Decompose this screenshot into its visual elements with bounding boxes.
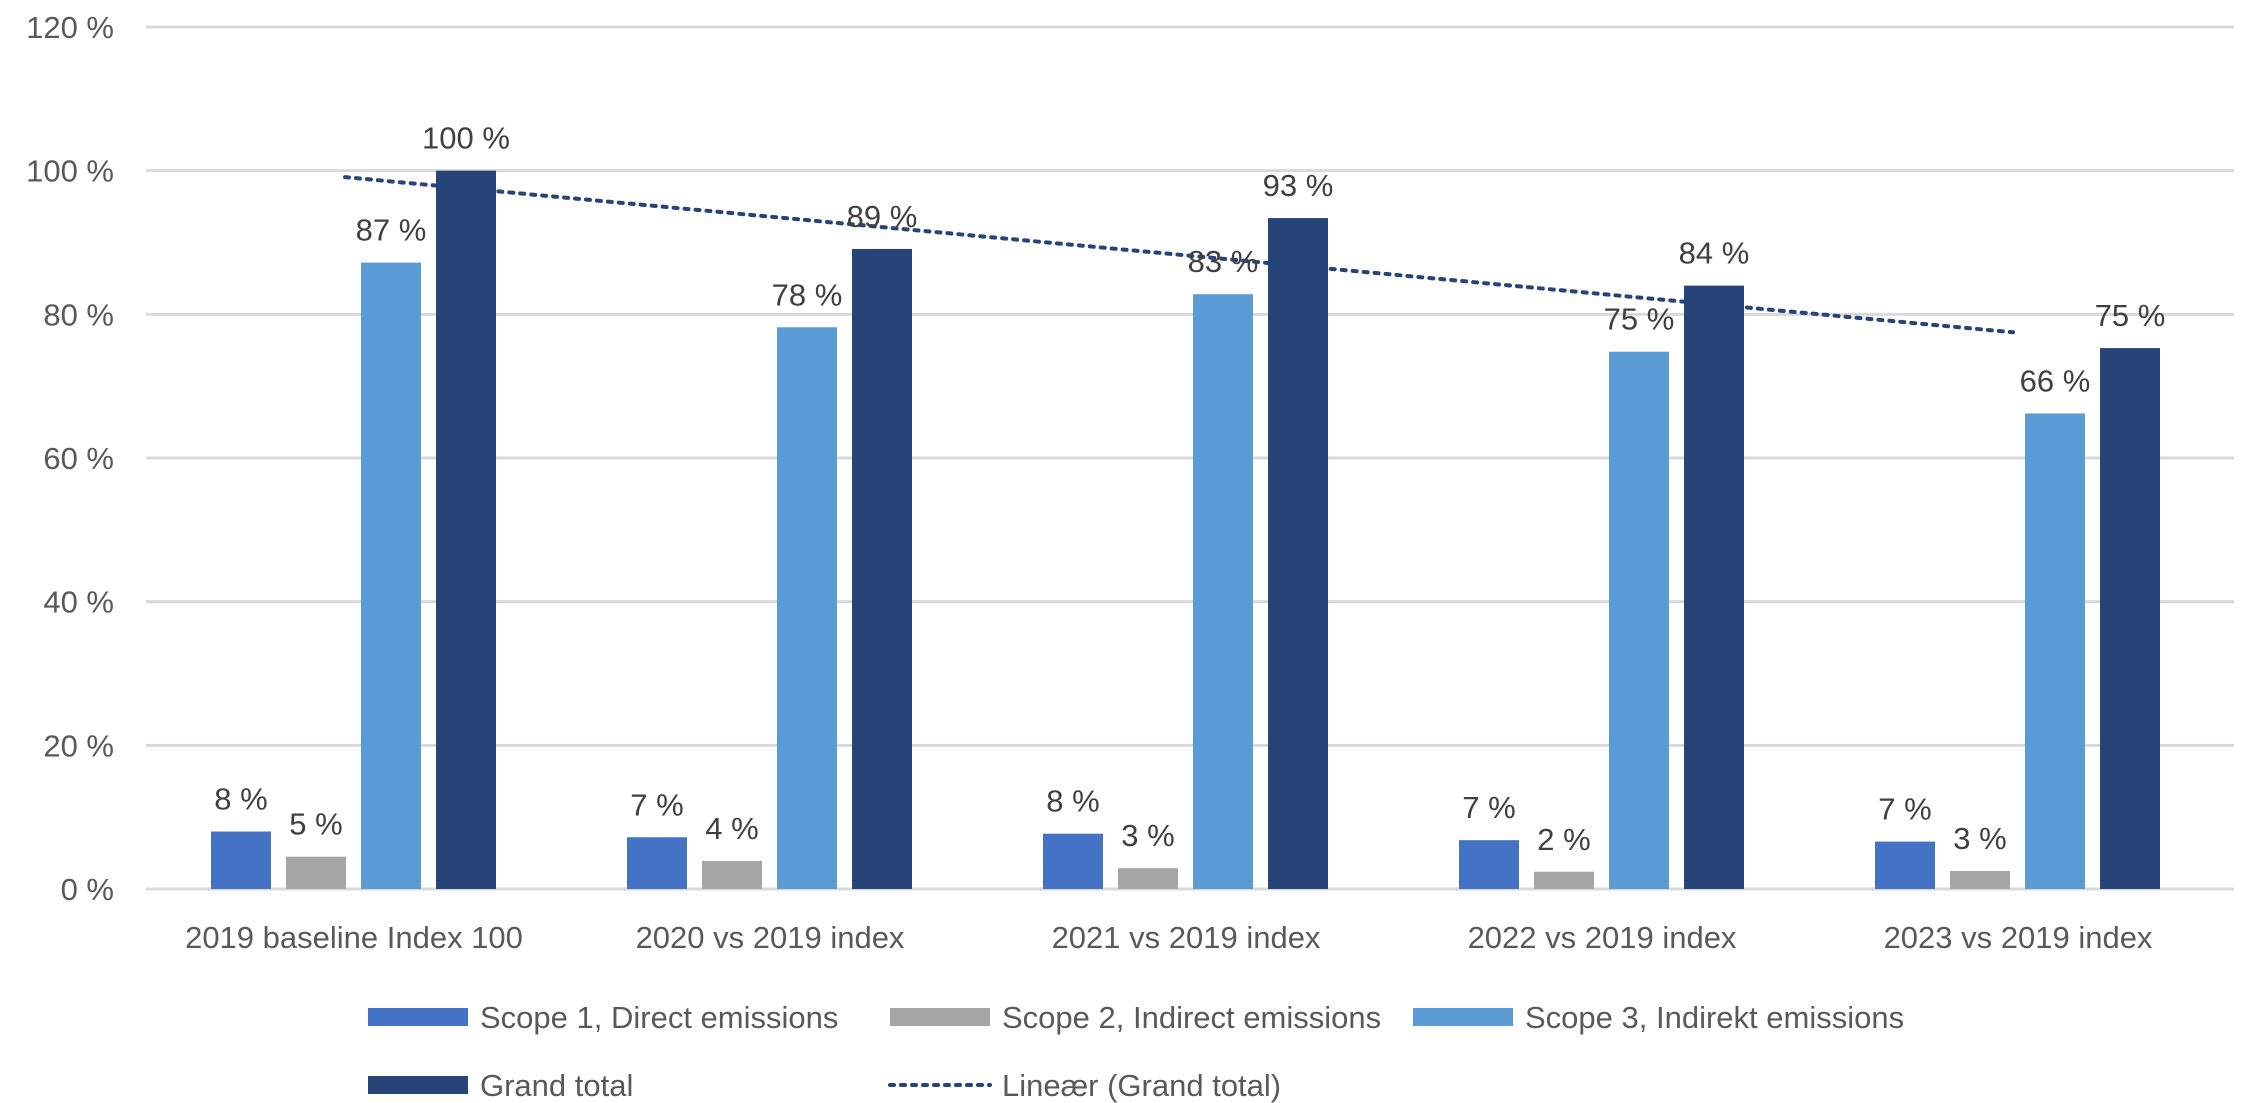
bar [1950, 871, 2010, 889]
y-tick-label: 120 % [26, 10, 114, 45]
data-label: 84 % [1679, 236, 1750, 271]
legend-swatch [368, 1008, 468, 1026]
y-axis-tick-labels: 0 % 20 % 40 % 60 % 80 % 100 % 120 % [26, 10, 114, 907]
data-label: 75 % [1604, 302, 1675, 337]
data-label: 8 % [214, 782, 267, 817]
y-tick-label: 80 % [43, 297, 114, 332]
bar [1875, 841, 1935, 889]
x-axis-tick-labels: 2019 baseline Index 100 2020 vs 2019 inde… [185, 920, 2153, 955]
bar [1684, 285, 1744, 890]
legend-swatch [368, 1076, 468, 1094]
bar [1268, 218, 1328, 889]
y-tick-label: 20 % [43, 728, 114, 763]
legend-label: Lineær (Grand total) [1002, 1068, 1281, 1103]
legend-label: Scope 3, Indirekt emissions [1525, 1000, 1904, 1035]
data-label: 75 % [2095, 298, 2166, 333]
data-label: 5 % [289, 807, 342, 842]
legend-item: Scope 1, Direct emissions [368, 1000, 838, 1035]
data-label: 3 % [1121, 818, 1174, 853]
data-label: 8 % [1046, 784, 1099, 819]
bar [286, 856, 346, 889]
legend-item: Scope 3, Indirekt emissions [1413, 1000, 1904, 1035]
legend: Scope 1, Direct emissions Scope 2, Indire… [368, 1000, 1904, 1103]
bar [361, 262, 421, 889]
bar [1118, 868, 1178, 889]
bar [777, 327, 837, 890]
data-label: 3 % [1953, 821, 2006, 856]
data-label: 83 % [1188, 244, 1259, 279]
trendline-linear-grand-total [343, 175, 2015, 335]
bar [627, 837, 687, 889]
legend-label: Scope 2, Indirect emissions [1002, 1000, 1381, 1035]
data-label: 7 % [1878, 792, 1931, 827]
bar [2025, 413, 2085, 889]
bar [702, 860, 762, 889]
x-tick-label: 2019 baseline Index 100 [185, 920, 523, 955]
data-label: 78 % [772, 277, 843, 312]
trendline [343, 175, 2015, 335]
legend-item: Grand total [368, 1068, 633, 1103]
y-tick-label: 60 % [43, 441, 114, 476]
x-tick-label: 2023 vs 2019 index [1884, 920, 2153, 955]
data-labels: 8 % 5 % 87 % 100 % 7 % 4 % 78 % 89 % 8 % 3 % 83 % 9… [214, 121, 2165, 857]
data-label: 100 % [422, 121, 510, 156]
data-label: 4 % [705, 811, 758, 846]
x-tick-label: 2020 vs 2019 index [636, 920, 905, 955]
bar [1193, 294, 1253, 890]
bar [1043, 833, 1103, 889]
y-tick-label: 100 % [26, 154, 114, 189]
bar [211, 831, 271, 889]
y-tick-label: 40 % [43, 585, 114, 620]
legend-label: Grand total [480, 1068, 633, 1103]
y-tick-label: 0 % [61, 872, 114, 907]
bar [436, 170, 496, 889]
data-label: 89 % [847, 199, 918, 234]
bar [852, 248, 912, 890]
bar [1459, 840, 1519, 889]
bar [1534, 871, 1594, 889]
data-label: 7 % [1462, 790, 1515, 825]
legend-item: Lineær (Grand total) [888, 1068, 1281, 1103]
bar [2100, 348, 2160, 890]
data-label: 66 % [2020, 363, 2091, 398]
data-label: 7 % [630, 787, 683, 822]
bars [211, 170, 2160, 890]
legend-swatch [1413, 1008, 1513, 1026]
bar [1609, 351, 1669, 890]
x-tick-label: 2021 vs 2019 index [1052, 920, 1321, 955]
data-label: 93 % [1263, 168, 1334, 203]
data-label: 2 % [1537, 822, 1590, 857]
data-label: 87 % [356, 213, 427, 248]
legend-swatch [890, 1008, 990, 1026]
x-tick-label: 2022 vs 2019 index [1468, 920, 1737, 955]
legend-label: Scope 1, Direct emissions [480, 1000, 838, 1035]
legend-item: Scope 2, Indirect emissions [890, 1000, 1381, 1035]
